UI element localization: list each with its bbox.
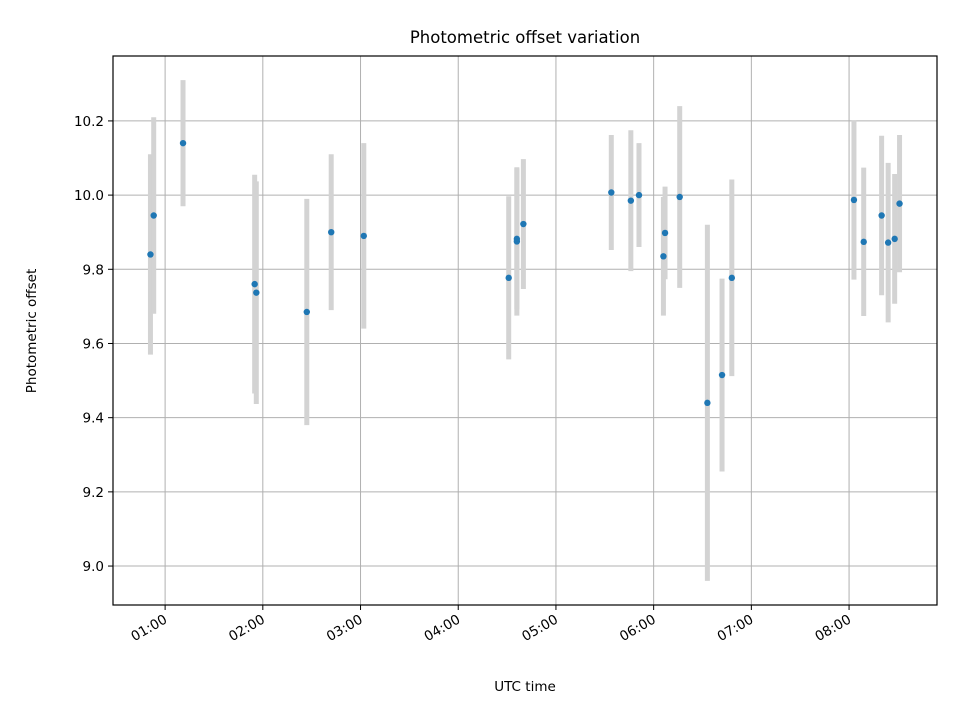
grid-layer — [113, 56, 937, 605]
x-tick-label: 02:00 — [226, 612, 268, 645]
y-tick-label: 10.0 — [74, 188, 104, 204]
y-tick-label: 9.6 — [83, 336, 104, 352]
data-point — [513, 235, 521, 243]
data-point — [884, 239, 892, 246]
y-tick-label: 9.4 — [83, 411, 104, 427]
x-tick-label: 07:00 — [715, 612, 757, 645]
data-point — [891, 235, 898, 243]
x-tick-label: 06:00 — [617, 612, 659, 645]
x-tick-label: 01:00 — [128, 612, 170, 645]
data-point — [627, 197, 635, 204]
data-point — [661, 229, 669, 237]
data-point — [253, 289, 260, 296]
chart-title: Photometric offset variation — [410, 28, 640, 47]
data-point — [608, 189, 615, 196]
x-tick-label: 05:00 — [519, 612, 561, 645]
y-axis-label: Photometric offset — [24, 269, 40, 393]
data-point — [850, 196, 858, 204]
x-axis: 01:00 02:00 03:00 04:00 05:00 06:00 07:00 08:00 — [128, 605, 854, 645]
x-tick-label: 03:00 — [324, 612, 366, 645]
data-point — [896, 200, 903, 207]
x-tick-label: 08:00 — [812, 612, 854, 645]
data-point — [360, 232, 367, 240]
data-point — [179, 139, 187, 147]
point-layer — [147, 139, 903, 407]
y-axis: 9.0 9.2 9.4 9.6 9.8 10.0 10.2 — [74, 114, 113, 575]
y-tick-label: 10.2 — [74, 114, 104, 130]
x-tick-label: 04:00 — [422, 612, 464, 645]
data-point — [718, 371, 726, 379]
data-point — [635, 191, 643, 199]
data-point — [150, 212, 157, 219]
data-point — [303, 308, 310, 316]
x-axis-label: UTC time — [494, 679, 556, 695]
data-point — [147, 251, 154, 258]
data-point — [660, 253, 667, 260]
y-tick-label: 9.0 — [83, 559, 104, 575]
y-tick-label: 9.2 — [83, 485, 104, 501]
data-point — [860, 238, 867, 246]
data-point — [251, 280, 258, 288]
data-point — [520, 220, 527, 228]
plot-frame — [112, 55, 938, 606]
data-point — [728, 274, 736, 282]
data-point — [704, 399, 711, 407]
data-point — [878, 212, 885, 219]
data-point — [676, 193, 683, 201]
y-tick-label: 9.8 — [83, 262, 104, 278]
data-point — [505, 274, 512, 282]
data-point — [328, 228, 335, 236]
